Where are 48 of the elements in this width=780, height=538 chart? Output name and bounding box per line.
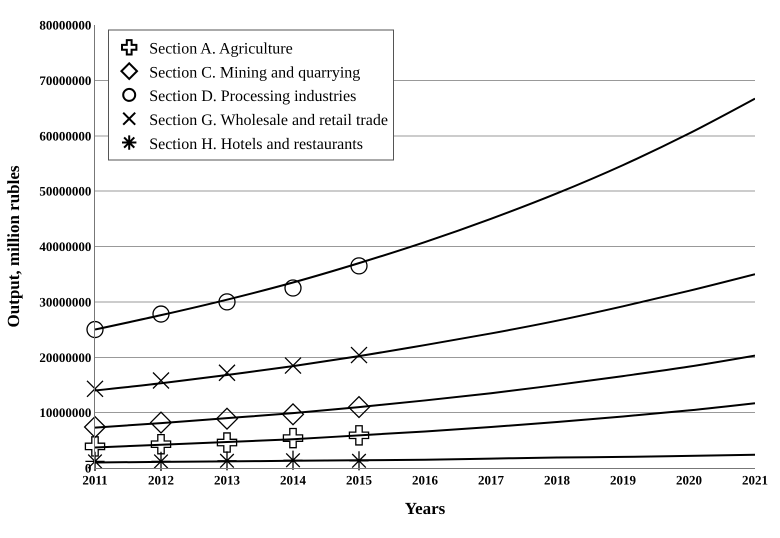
point xyxy=(86,320,104,338)
point xyxy=(348,425,370,446)
x-tick-label: 2021 xyxy=(742,472,768,488)
y-tick-label: 30000000 xyxy=(39,294,92,310)
legend-label: Section D. Processing industries xyxy=(149,88,356,106)
point xyxy=(152,372,170,390)
point xyxy=(284,356,302,374)
y-tick-label: 70000000 xyxy=(39,72,92,88)
point xyxy=(216,432,238,453)
y-tick-label: 40000000 xyxy=(39,239,92,254)
x-tick-label: 2019 xyxy=(610,472,636,488)
point xyxy=(86,380,104,398)
x-tick-label: 2017 xyxy=(478,472,504,488)
point xyxy=(218,364,236,382)
y-tick-label: 60000000 xyxy=(39,128,92,144)
legend-label: Section G. Wholesale and retail trade xyxy=(149,112,388,129)
point xyxy=(216,408,238,430)
y-tick-label: 80000000 xyxy=(39,18,92,33)
x-tick-label: 2015 xyxy=(346,472,372,488)
x-tick-label: 2014 xyxy=(280,472,306,488)
point xyxy=(84,436,106,457)
point xyxy=(282,428,304,448)
y-tick-label: 50000000 xyxy=(39,184,92,199)
legend-label: Section A. Agriculture xyxy=(149,40,293,58)
point xyxy=(350,257,368,275)
y-axis-title: Output, million rubles xyxy=(4,165,23,328)
x-tick-label: 2012 xyxy=(148,472,174,488)
x-tick-label: 2016 xyxy=(412,472,438,488)
legend-label: Section H. Hotels and restaurants xyxy=(149,136,363,153)
point xyxy=(84,416,106,438)
point xyxy=(150,451,172,472)
y-tick-label: 10000000 xyxy=(39,405,92,420)
x-tick-label: 2011 xyxy=(82,472,108,488)
legend-label: Section C. Mining and quarrying xyxy=(149,64,360,82)
x-tick-label: 2020 xyxy=(676,472,702,488)
point xyxy=(348,396,370,418)
point xyxy=(150,434,172,454)
point xyxy=(216,450,238,472)
x-axis-title: Years xyxy=(404,499,446,518)
point xyxy=(218,293,236,311)
x-tick-label: 2018 xyxy=(544,472,570,488)
x-tick-label: 2013 xyxy=(214,472,240,488)
point xyxy=(350,346,368,364)
point xyxy=(284,279,302,297)
point xyxy=(282,403,304,426)
point xyxy=(150,412,172,434)
point xyxy=(152,305,170,323)
y-tick-label: 20000000 xyxy=(39,350,92,365)
